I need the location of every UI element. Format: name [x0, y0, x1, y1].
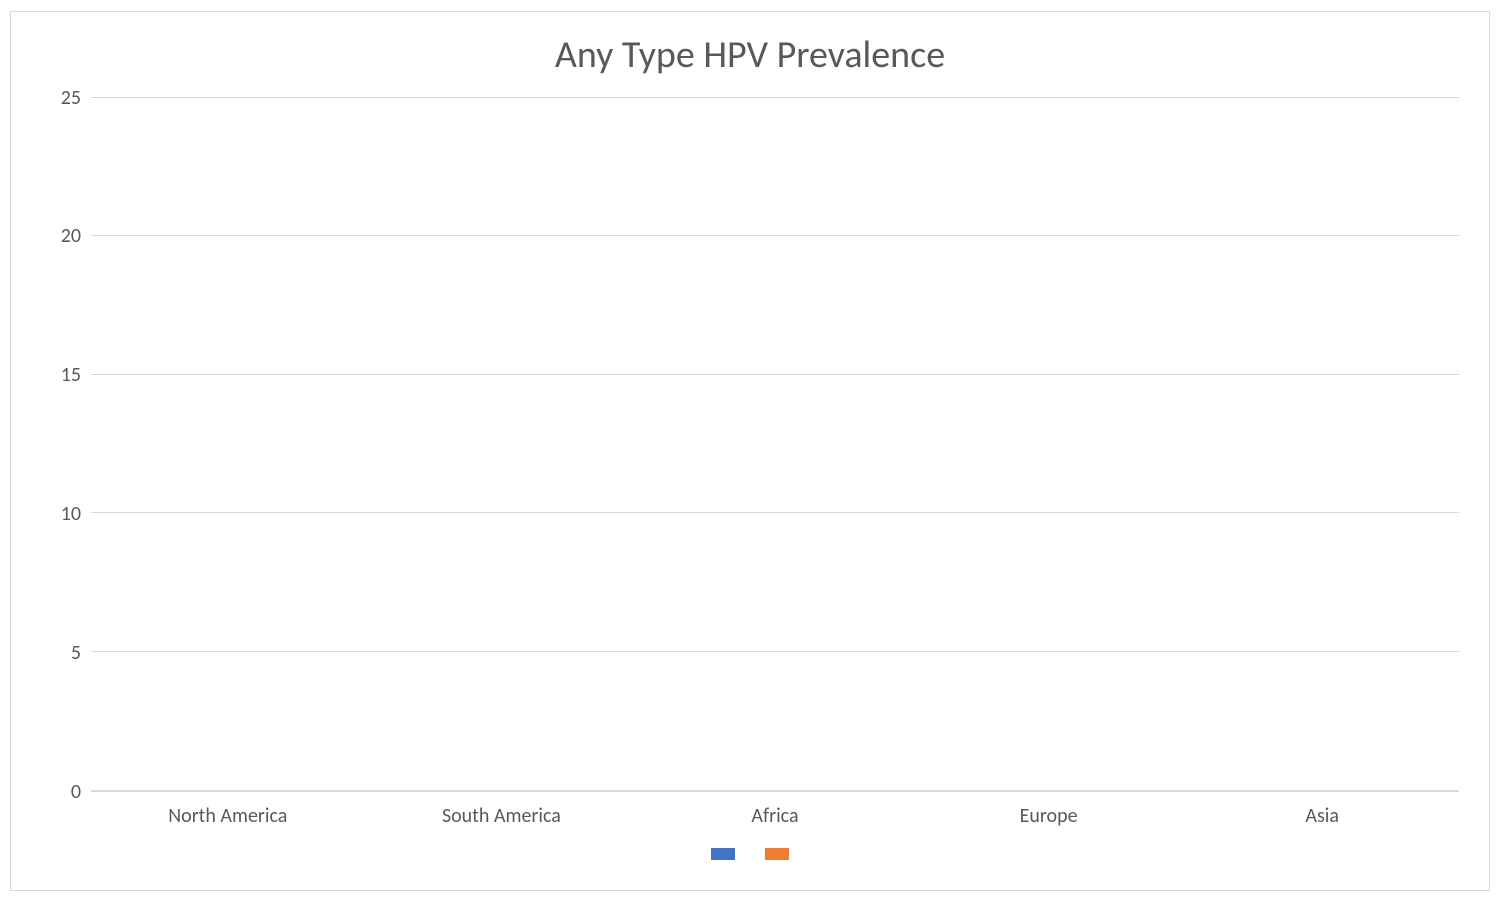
- x-label: South America: [365, 804, 639, 828]
- x-label: North America: [91, 804, 365, 828]
- y-tick: 15: [61, 363, 81, 387]
- legend-item: [711, 848, 735, 860]
- x-label: Asia: [1185, 804, 1459, 828]
- chart-container: Any Type HPV Prevalence 0 5 10 15 20 25 North…: [10, 11, 1490, 891]
- legend: [41, 848, 1459, 860]
- plot-area: [91, 98, 1459, 792]
- bars-container: [91, 98, 1459, 791]
- legend-swatch: [765, 848, 789, 860]
- x-label: Africa: [638, 804, 912, 828]
- chart-body: 0510152025: [41, 98, 1459, 792]
- y-tick: 25: [61, 86, 81, 110]
- chart-title: Any Type HPV Prevalence: [41, 32, 1459, 78]
- x-label: Europe: [912, 804, 1186, 828]
- y-tick: 10: [61, 502, 81, 526]
- y-tick: 20: [61, 224, 81, 248]
- legend-item: [765, 848, 789, 860]
- y-tick: 0: [71, 780, 81, 804]
- x-labels: North AmericaSouth AmericaAfricaEuropeAs…: [91, 804, 1459, 828]
- x-axis: North AmericaSouth AmericaAfricaEuropeAs…: [91, 804, 1459, 828]
- y-axis: 0510152025: [41, 98, 91, 792]
- legend-swatch: [711, 848, 735, 860]
- y-tick: 5: [71, 641, 81, 665]
